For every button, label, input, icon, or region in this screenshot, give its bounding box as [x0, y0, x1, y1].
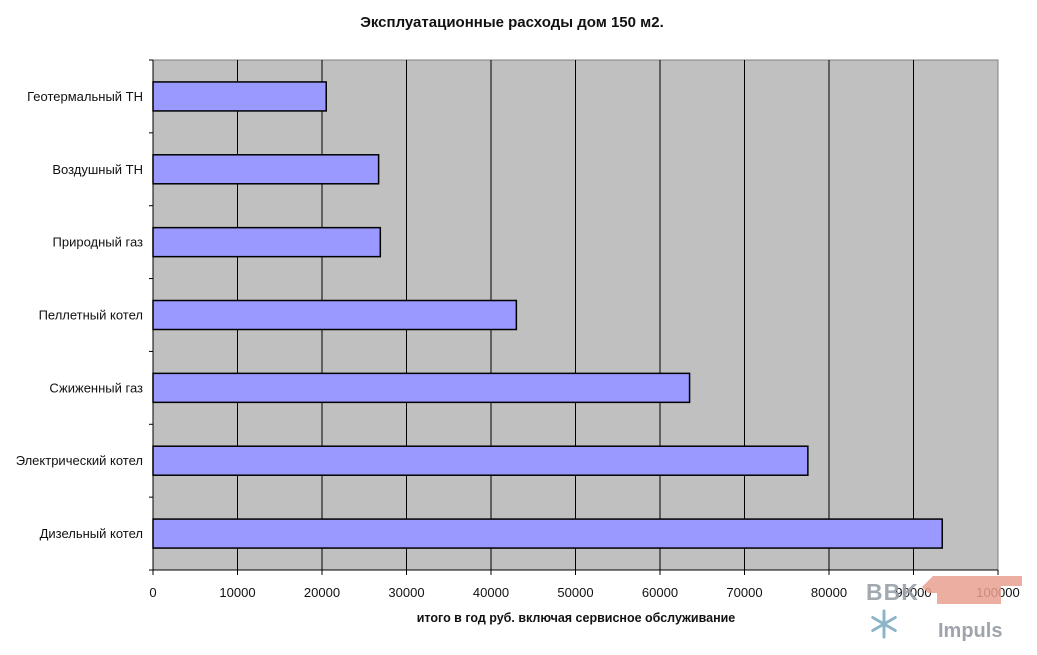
category-label: Геотермальный ТН: [27, 89, 143, 104]
x-tick-label: 90000: [895, 585, 931, 600]
category-label: Сжиженный газ: [49, 380, 143, 395]
bar: [152, 372, 691, 404]
chart-title: Эксплуатационные расходы дом 150 м2.: [360, 14, 664, 31]
bar: [152, 226, 382, 258]
tick-labels: 0 10000 20000 30000 40000 50000 60000 70000 8000…: [149, 585, 1019, 600]
category-label: Дизельный котел: [40, 526, 143, 541]
x-tick-label: 20000: [304, 585, 340, 600]
axes: [149, 59, 999, 575]
watermark-impuls-text: Impuls: [938, 620, 1002, 642]
bars: [152, 81, 943, 549]
x-tick-label: 70000: [726, 585, 762, 600]
category-label: Пеллетный котел: [39, 308, 143, 323]
x-tick-label: 0: [149, 585, 156, 600]
x-tick-label: 10000: [219, 585, 255, 600]
watermark-bbk-text: BBK: [866, 579, 919, 605]
x-tick-label: 30000: [388, 585, 424, 600]
snowflake-icon: [871, 609, 897, 639]
category-label: Природный газ: [53, 235, 144, 250]
x-tick-label: 40000: [473, 585, 509, 600]
x-tick-label: 80000: [811, 585, 847, 600]
bar: [152, 445, 809, 476]
watermark-pipe-shape: [922, 576, 1022, 604]
bar: [152, 518, 943, 549]
category-labels: Геотермальный ТН Воздушный ТН Природный га…: [16, 89, 143, 541]
bar: [152, 299, 518, 331]
bar: [152, 154, 380, 185]
x-axis-title: итого в год руб. включая сервисное обслу…: [417, 611, 736, 625]
watermark-logo: BBK Impuls: [866, 576, 1022, 642]
category-label: Электрический котел: [16, 453, 143, 468]
category-label: Воздушный ТН: [52, 162, 143, 177]
x-tick-label: 50000: [557, 585, 593, 600]
bar: [152, 81, 327, 112]
grid-lines: [237, 60, 914, 570]
x-tick-label: 60000: [642, 585, 678, 600]
